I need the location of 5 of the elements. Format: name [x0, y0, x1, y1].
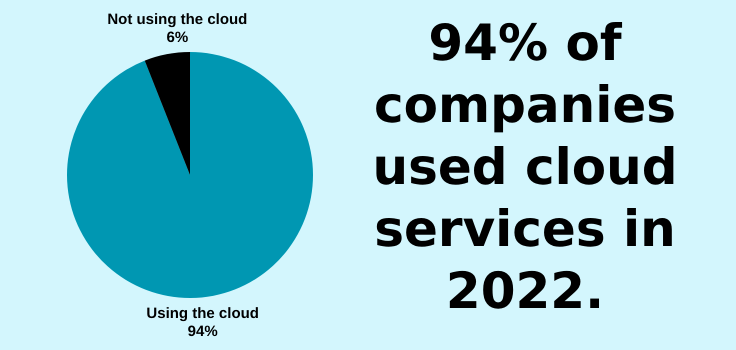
- slice-label: Using the cloud: [146, 305, 259, 322]
- data-label: 6%: [166, 29, 188, 46]
- slice-label: Not using the cloud: [107, 11, 248, 28]
- text: 94% of companies used cloud services in 2022.: [372, 13, 678, 322]
- data-label: 94%: [188, 323, 218, 340]
